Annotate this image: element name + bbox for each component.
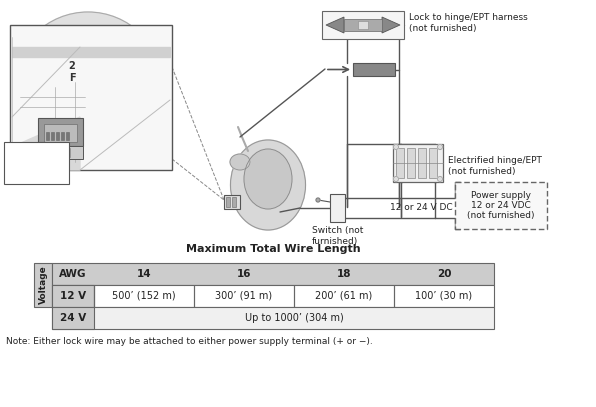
Text: Voltage: Voltage: [39, 266, 48, 304]
Ellipse shape: [231, 140, 306, 230]
Bar: [44, 124, 77, 142]
Text: Up to 1000’ (304 m): Up to 1000’ (304 m): [244, 313, 343, 323]
Text: 18: 18: [337, 269, 351, 279]
Bar: [38, 146, 83, 159]
Circle shape: [393, 177, 399, 182]
Circle shape: [316, 198, 320, 202]
Text: 200’ (61 m): 200’ (61 m): [315, 291, 372, 301]
Bar: [455, 182, 547, 229]
Bar: [330, 194, 345, 222]
Text: 12 V: 12 V: [60, 291, 86, 301]
Bar: [41, 148, 46, 157]
Bar: [10, 25, 172, 170]
Bar: [396, 148, 404, 178]
Circle shape: [393, 144, 399, 149]
Circle shape: [437, 177, 442, 182]
Polygon shape: [382, 17, 400, 33]
Bar: [322, 11, 404, 39]
Bar: [57, 148, 62, 157]
Bar: [407, 148, 415, 178]
Polygon shape: [326, 17, 344, 33]
Bar: [34, 263, 52, 307]
Ellipse shape: [244, 149, 292, 209]
Text: Lock to hinge/EPT harness
(not furnished): Lock to hinge/EPT harness (not furnished…: [409, 13, 527, 33]
Text: 500’ (152 m): 500’ (152 m): [112, 291, 176, 301]
Text: 100’ (30 m): 100’ (30 m): [415, 291, 473, 301]
Bar: [65, 148, 70, 157]
Bar: [52, 285, 94, 307]
Circle shape: [13, 12, 163, 162]
Ellipse shape: [230, 154, 250, 170]
Text: Electrified hinge/EPT
(not furnished): Electrified hinge/EPT (not furnished): [448, 156, 542, 176]
Text: 14: 14: [136, 269, 151, 279]
Bar: [224, 195, 240, 209]
Bar: [358, 21, 368, 29]
Bar: [66, 132, 69, 140]
Bar: [46, 132, 49, 140]
Text: 16: 16: [237, 269, 252, 279]
Bar: [232, 197, 236, 207]
Text: Maximum Total Wire Length: Maximum Total Wire Length: [186, 244, 361, 254]
Text: AWG: AWG: [59, 269, 87, 279]
Polygon shape: [12, 47, 170, 57]
Bar: [4, 142, 69, 184]
Text: 2
F: 2 F: [69, 61, 75, 83]
Bar: [353, 63, 395, 76]
Bar: [429, 148, 437, 178]
Text: 12 or 24 V DC: 12 or 24 V DC: [390, 204, 452, 212]
Bar: [226, 197, 230, 207]
Bar: [49, 148, 54, 157]
Text: Power supply
12 or 24 VDC
(not furnished): Power supply 12 or 24 VDC (not furnished…: [467, 190, 535, 221]
Bar: [52, 307, 94, 329]
Bar: [51, 132, 54, 140]
Bar: [393, 144, 443, 182]
Bar: [344, 19, 382, 31]
Bar: [61, 132, 64, 140]
Text: Switch (not
furnished): Switch (not furnished): [312, 226, 364, 246]
Text: Note: Either lock wire may be attached to either power supply terminal (+ or −).: Note: Either lock wire may be attached t…: [6, 337, 372, 346]
Bar: [418, 148, 426, 178]
Text: 24 V: 24 V: [60, 313, 86, 323]
Bar: [52, 307, 494, 329]
Text: 300’ (91 m): 300’ (91 m): [215, 291, 272, 301]
Bar: [52, 285, 494, 307]
Bar: [52, 263, 494, 285]
Bar: [56, 132, 59, 140]
Text: Mode
select
switch: Mode select switch: [18, 147, 54, 179]
Circle shape: [437, 144, 442, 149]
Circle shape: [33, 32, 143, 142]
Polygon shape: [12, 117, 80, 170]
Text: 20: 20: [437, 269, 451, 279]
Bar: [38, 118, 83, 146]
